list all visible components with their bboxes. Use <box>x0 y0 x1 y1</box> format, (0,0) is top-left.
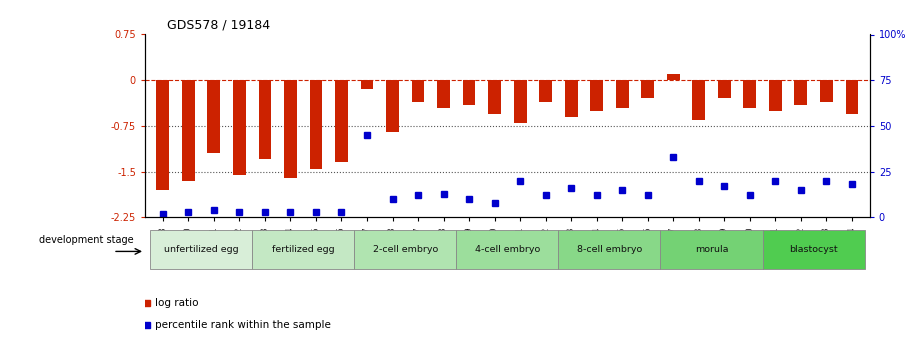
FancyBboxPatch shape <box>457 230 558 269</box>
Text: fertilized egg: fertilized egg <box>272 245 334 254</box>
Text: 4-cell embryo: 4-cell embryo <box>475 245 540 254</box>
Bar <box>591 80 603 111</box>
Bar <box>641 80 654 98</box>
Bar <box>539 80 552 101</box>
Bar <box>361 80 373 89</box>
FancyBboxPatch shape <box>252 230 354 269</box>
Bar <box>820 80 833 101</box>
Bar <box>564 80 577 117</box>
Bar <box>335 80 348 162</box>
Text: 8-cell embryo: 8-cell embryo <box>577 245 642 254</box>
Text: log ratio: log ratio <box>155 298 198 308</box>
Bar <box>233 80 246 175</box>
Bar <box>386 80 399 132</box>
Text: blastocyst: blastocyst <box>789 245 838 254</box>
Bar <box>463 80 476 105</box>
Bar <box>258 80 271 159</box>
Bar <box>769 80 782 111</box>
Bar <box>207 80 220 153</box>
Bar <box>411 80 424 101</box>
Text: 2-cell embryo: 2-cell embryo <box>372 245 438 254</box>
FancyBboxPatch shape <box>354 230 457 269</box>
Bar <box>845 80 858 114</box>
Text: morula: morula <box>695 245 728 254</box>
Bar <box>514 80 526 123</box>
Bar <box>616 80 629 108</box>
FancyBboxPatch shape <box>150 230 252 269</box>
Bar <box>438 80 450 108</box>
Bar <box>718 80 730 98</box>
Text: unfertilized egg: unfertilized egg <box>164 245 238 254</box>
Bar <box>284 80 297 178</box>
Text: development stage: development stage <box>39 235 133 245</box>
FancyBboxPatch shape <box>763 230 864 269</box>
Bar <box>157 80 169 190</box>
Bar <box>488 80 501 114</box>
Bar <box>182 80 195 181</box>
Bar <box>667 74 680 80</box>
Bar <box>744 80 757 108</box>
FancyBboxPatch shape <box>660 230 763 269</box>
FancyBboxPatch shape <box>558 230 660 269</box>
Bar <box>692 80 705 120</box>
Bar <box>795 80 807 105</box>
Text: percentile rank within the sample: percentile rank within the sample <box>155 319 331 329</box>
Text: GDS578 / 19184: GDS578 / 19184 <box>167 19 270 32</box>
Bar <box>310 80 323 169</box>
